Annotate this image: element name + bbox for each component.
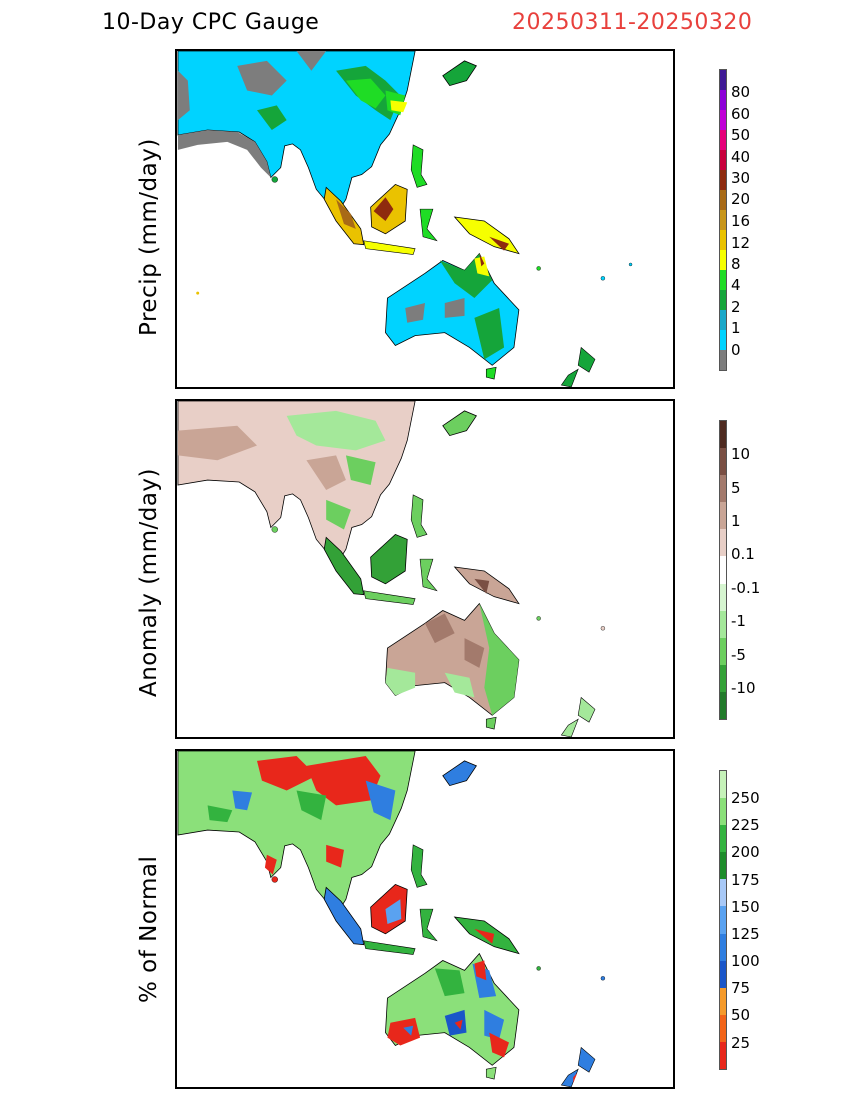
colorbar-segment	[720, 933, 726, 961]
date-range: 20250311-20250320	[512, 10, 753, 35]
colorbar-segment	[720, 70, 726, 90]
precip-map	[175, 49, 675, 389]
percent-normal-map-graphic	[177, 751, 606, 1087]
colorbar-segment	[720, 798, 726, 826]
colorbar-segment	[720, 350, 726, 370]
anomaly-colorbar-label: 10	[731, 445, 751, 463]
colorbar-segment	[720, 987, 726, 1015]
colorbar-segment	[720, 879, 726, 907]
percent-normal-colorbar-label: 175	[731, 871, 760, 889]
colorbar-segment	[720, 583, 726, 611]
colorbar-segment	[720, 610, 726, 638]
percent-normal-ylabel: % of Normal	[136, 855, 162, 1003]
colorbar-segment	[720, 448, 726, 476]
chart-title: 10-Day CPC Gauge	[102, 10, 320, 35]
precip-ylabel: Precip (mm/day)	[136, 138, 162, 336]
colorbar-segment	[720, 1041, 726, 1070]
anomaly-colorbar-label: -0.1	[731, 579, 761, 597]
anomaly-map	[175, 399, 675, 739]
colorbar-segment	[720, 290, 726, 310]
anomaly-colorbar-label: -10	[731, 679, 756, 697]
percent-normal-colorbar-label: 250	[731, 789, 760, 807]
precip-colorbar-label: 50	[731, 126, 751, 144]
colorbar-segment	[720, 637, 726, 665]
percent-normal-colorbar-label: 150	[731, 898, 760, 916]
anomaly-colorbar-label: -1	[731, 612, 746, 630]
colorbar-segment	[720, 556, 726, 584]
percent-normal-colorbar-label: 125	[731, 925, 760, 943]
colorbar-segment	[720, 230, 726, 250]
precip-colorbar-label: 30	[731, 169, 751, 187]
precip-colorbar-label: 4	[731, 276, 741, 294]
percent-normal-colorbar-label: 200	[731, 843, 760, 861]
precip-colorbar-label: 40	[731, 148, 751, 166]
colorbar-segment	[720, 210, 726, 230]
colorbar-segment	[720, 190, 726, 210]
percent-normal-colorbar-label: 100	[731, 952, 760, 970]
anomaly-colorbar-label: -5	[731, 646, 746, 664]
precip-map-graphic	[177, 51, 633, 387]
colorbar-segment	[720, 250, 726, 270]
colorbar-segment	[720, 130, 726, 150]
anomaly-colorbar-label: 1	[731, 512, 741, 530]
colorbar-segment	[720, 691, 726, 720]
colorbar-segment	[720, 502, 726, 530]
anomaly-colorbar	[719, 420, 727, 720]
colorbar-segment	[720, 771, 726, 799]
anomaly-colorbar-label: 5	[731, 479, 741, 497]
colorbar-segment	[720, 110, 726, 130]
anomaly-map-graphic	[177, 401, 606, 737]
percent-normal-map	[175, 749, 675, 1089]
anomaly-colorbar-label: 0.1	[731, 545, 755, 563]
precip-colorbar-label: 0	[731, 341, 741, 359]
percent-normal-colorbar	[719, 770, 727, 1070]
precip-colorbar-label: 16	[731, 212, 751, 230]
colorbar-segment	[720, 825, 726, 853]
colorbar-segment	[720, 270, 726, 290]
precip-colorbar-label: 8	[731, 255, 741, 273]
colorbar-segment	[720, 150, 726, 170]
colorbar-segment	[720, 1014, 726, 1042]
precip-colorbar-label: 80	[731, 83, 751, 101]
anomaly-ylabel: Anomaly (mm/day)	[136, 467, 162, 697]
percent-normal-colorbar-label: 25	[731, 1034, 751, 1052]
precip-colorbar-label: 12	[731, 234, 751, 252]
percent-normal-colorbar-label: 50	[731, 1006, 751, 1024]
precip-colorbar	[719, 69, 727, 371]
colorbar-segment	[720, 852, 726, 880]
colorbar-segment	[720, 90, 726, 110]
precip-colorbar-label: 1	[731, 319, 741, 337]
colorbar-segment	[720, 960, 726, 988]
colorbar-segment	[720, 310, 726, 330]
colorbar-segment	[720, 529, 726, 557]
colorbar-segment	[720, 475, 726, 503]
colorbar-segment	[720, 906, 726, 934]
precip-colorbar-label: 20	[731, 190, 751, 208]
colorbar-segment	[720, 664, 726, 692]
colorbar-segment	[720, 170, 726, 190]
colorbar-segment	[720, 330, 726, 350]
colorbar-segment	[720, 421, 726, 449]
precip-colorbar-label: 2	[731, 298, 741, 316]
precip-colorbar-label: 60	[731, 105, 751, 123]
percent-normal-colorbar-label: 75	[731, 979, 751, 997]
percent-normal-colorbar-label: 225	[731, 816, 760, 834]
